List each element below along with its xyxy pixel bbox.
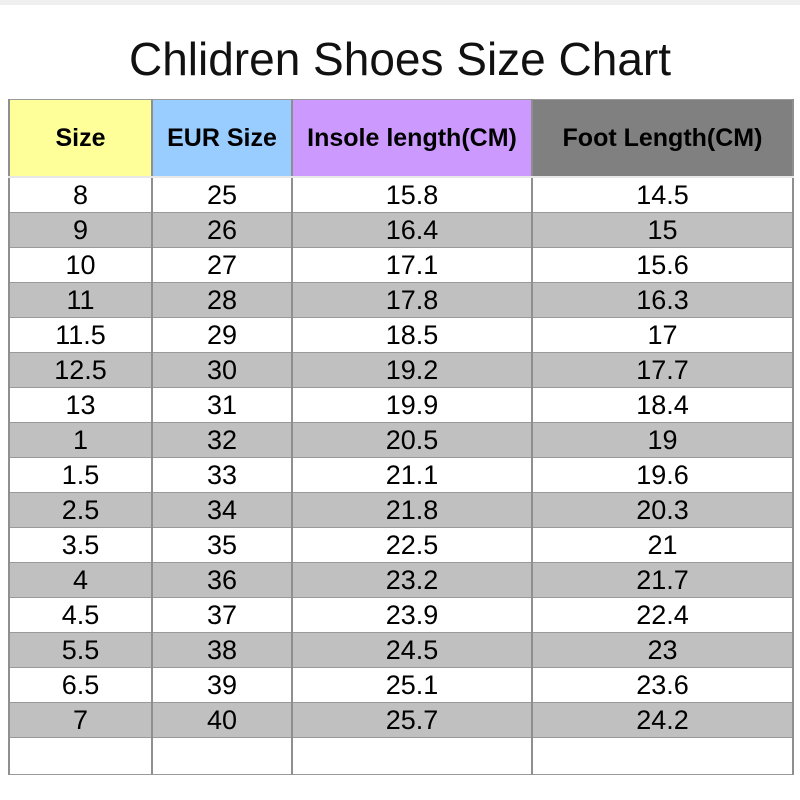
table-cell: 17.7 — [531, 352, 794, 388]
table-row: 6.5 39 25.1 23.6 — [8, 667, 794, 703]
table-row: 9 26 16.4 15 — [8, 212, 794, 248]
table-cell: 39 — [151, 667, 293, 703]
table-cell: 21 — [531, 527, 794, 563]
header-row: Size EUR Size Insole length(CM) Foot Length… — [8, 99, 794, 178]
table-cell: 16.4 — [291, 212, 533, 248]
table-row: 4.5 37 23.9 22.4 — [8, 597, 794, 633]
table-cell: 21.8 — [291, 492, 533, 528]
table-cell: 15 — [531, 212, 794, 248]
table-row: 1.5 33 21.1 19.6 — [8, 457, 794, 493]
table-cell: 11 — [8, 282, 153, 318]
column-header-size: Size — [8, 99, 153, 178]
table-row: 13 31 19.9 18.4 — [8, 387, 794, 423]
column-header-eur: EUR Size — [151, 99, 293, 178]
table-row: 3.5 35 22.5 21 — [8, 527, 794, 563]
table-cell: 19.9 — [291, 387, 533, 423]
table-row: 5.5 38 24.5 23 — [8, 632, 794, 668]
top-bar — [0, 0, 800, 5]
table-cell: 7 — [8, 702, 153, 738]
table-cell: 23 — [531, 632, 794, 668]
table-cell: 25 — [151, 176, 293, 213]
table-row: 1 32 20.5 19 — [8, 422, 794, 458]
table-row: 11.5 29 18.5 17 — [8, 317, 794, 353]
table-cell: 12.5 — [8, 352, 153, 388]
table-row: 2.5 34 21.8 20.3 — [8, 492, 794, 528]
table-cell: 2.5 — [8, 492, 153, 528]
table-cell: 18.5 — [291, 317, 533, 353]
table-cell: 23.2 — [291, 562, 533, 598]
column-header-insole: Insole length(CM) — [291, 99, 533, 178]
table-row: 10 27 17.1 15.6 — [8, 247, 794, 283]
table-cell: 1 — [8, 422, 153, 458]
table-cell: 28 — [151, 282, 293, 318]
table-cell — [151, 737, 293, 775]
table-cell: 40 — [151, 702, 293, 738]
table-cell: 22.4 — [531, 597, 794, 633]
column-header-foot: Foot Length(CM) — [531, 99, 794, 178]
table-cell: 17 — [531, 317, 794, 353]
table-row: 12.5 30 19.2 17.7 — [8, 352, 794, 388]
table-cell: 25.1 — [291, 667, 533, 703]
table-cell: 27 — [151, 247, 293, 283]
table-cell: 21.7 — [531, 562, 794, 598]
table-cell: 5.5 — [8, 632, 153, 668]
table-cell: 21.1 — [291, 457, 533, 493]
table-cell: 17.8 — [291, 282, 533, 318]
table-cell: 16.3 — [531, 282, 794, 318]
table-row: 11 28 17.8 16.3 — [8, 282, 794, 318]
table-cell: 4 — [8, 562, 153, 598]
table-cell — [531, 737, 794, 775]
table-cell: 31 — [151, 387, 293, 423]
table-cell: 35 — [151, 527, 293, 563]
table-row: 4 36 23.2 21.7 — [8, 562, 794, 598]
table-cell: 24.2 — [531, 702, 794, 738]
table-cell: 18.4 — [531, 387, 794, 423]
table-cell: 15.6 — [531, 247, 794, 283]
table-cell: 32 — [151, 422, 293, 458]
table-body: 8 25 15.8 14.5 9 26 16.4 15 10 27 17.1 15.6 11 28 17.8… — [8, 176, 794, 775]
table-cell: 4.5 — [8, 597, 153, 633]
table-cell: 20.5 — [291, 422, 533, 458]
table-cell: 22.5 — [291, 527, 533, 563]
table-cell: 1.5 — [8, 457, 153, 493]
table-cell: 3.5 — [8, 527, 153, 563]
table-head: Size EUR Size Insole length(CM) Foot Length… — [8, 99, 794, 178]
table-cell: 25.7 — [291, 702, 533, 738]
table-cell: 9 — [8, 212, 153, 248]
page-title: Chlidren Shoes Size Chart — [128, 33, 672, 85]
table-cell: 24.5 — [291, 632, 533, 668]
table-cell: 10 — [8, 247, 153, 283]
table-cell: 15.8 — [291, 176, 533, 213]
table-cell: 17.1 — [291, 247, 533, 283]
table-cell: 19 — [531, 422, 794, 458]
table-cell: 34 — [151, 492, 293, 528]
table-cell: 8 — [8, 176, 153, 213]
table-cell: 20.3 — [531, 492, 794, 528]
size-chart-table: Size EUR Size Insole length(CM) Foot Length… — [8, 99, 794, 775]
table-cell: 26 — [151, 212, 293, 248]
table-cell — [291, 737, 533, 775]
table-row: 8 25 15.8 14.5 — [8, 176, 794, 213]
table-cell — [8, 737, 153, 775]
table-cell: 36 — [151, 562, 293, 598]
table-cell: 33 — [151, 457, 293, 493]
table-cell: 13 — [8, 387, 153, 423]
table-cell: 29 — [151, 317, 293, 353]
table-cell: 23.6 — [531, 667, 794, 703]
table-cell: 11.5 — [8, 317, 153, 353]
table-cell: 37 — [151, 597, 293, 633]
table-cell: 23.9 — [291, 597, 533, 633]
table-cell: 6.5 — [8, 667, 153, 703]
table-cell: 19.6 — [531, 457, 794, 493]
table-cell: 19.2 — [291, 352, 533, 388]
table-cell: 38 — [151, 632, 293, 668]
table-row: 7 40 25.7 24.2 — [8, 702, 794, 738]
table-cell: 14.5 — [531, 176, 794, 213]
table-cell: 30 — [151, 352, 293, 388]
table-row — [8, 737, 794, 775]
